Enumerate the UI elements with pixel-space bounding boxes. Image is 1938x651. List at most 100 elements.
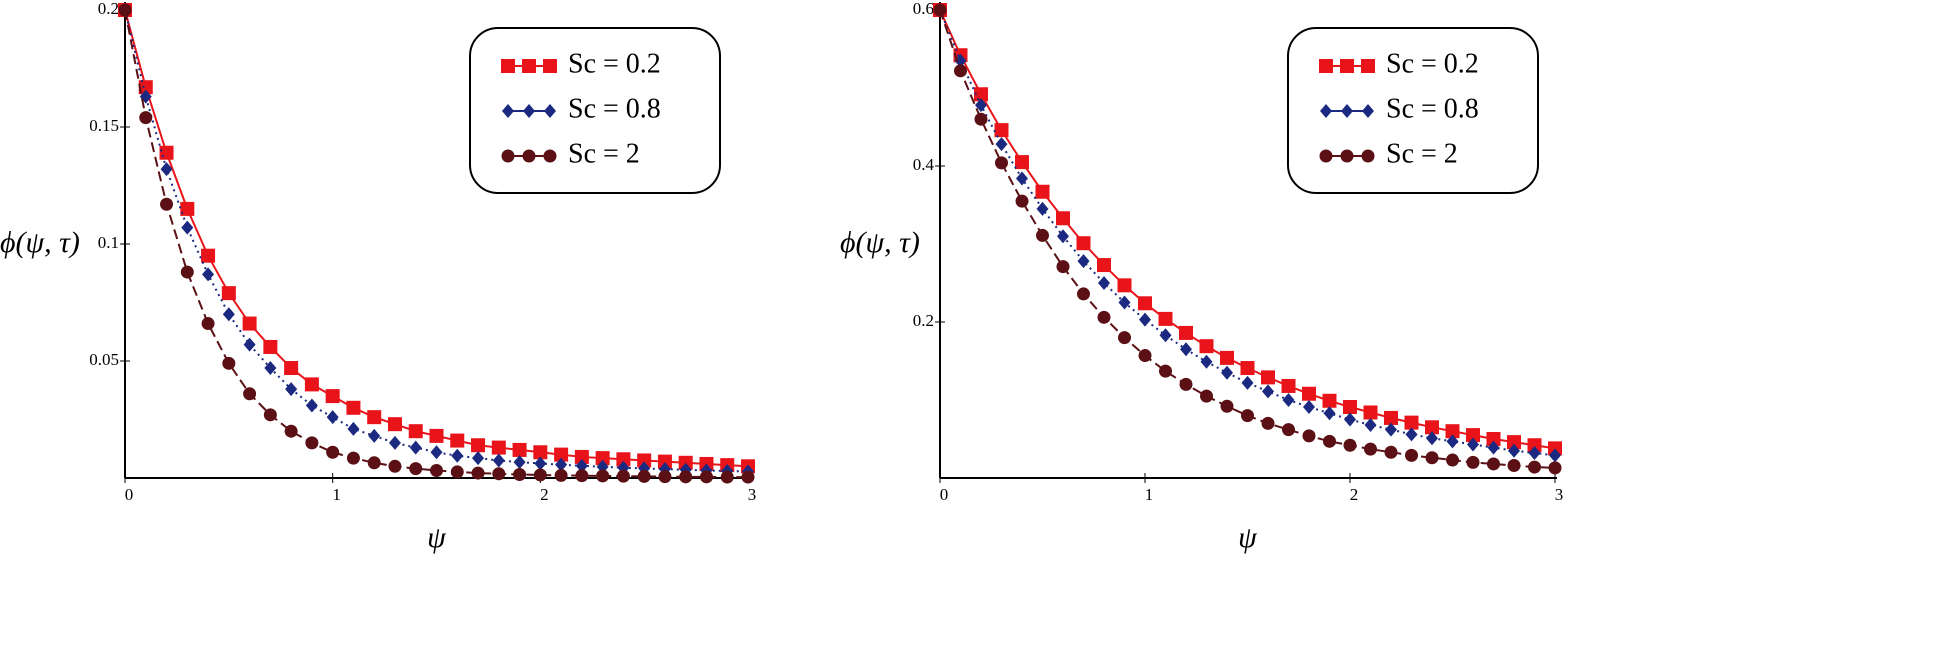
data-point <box>304 377 319 392</box>
data-point <box>472 451 485 466</box>
data-point <box>181 220 194 235</box>
data-point <box>1344 412 1356 427</box>
data-point <box>1548 441 1562 456</box>
legend-marker <box>544 104 556 118</box>
data-point <box>994 123 1009 138</box>
legend-label: Sc = 0.8 <box>568 93 661 124</box>
data-point <box>1466 428 1480 443</box>
data-point <box>264 361 277 376</box>
data-point <box>1282 423 1295 437</box>
y-tick-label: 0.1 <box>98 233 119 252</box>
legend-marker <box>1340 149 1354 163</box>
data-point <box>533 445 548 460</box>
data-point <box>1097 258 1111 273</box>
data-point <box>492 467 506 481</box>
legend-label: Sc = 0.2 <box>568 48 661 79</box>
data-point <box>1117 278 1132 293</box>
data-point <box>1076 236 1091 251</box>
data-point <box>533 468 547 482</box>
data-point <box>1302 386 1316 401</box>
data-point <box>388 435 401 450</box>
data-point <box>1384 445 1398 459</box>
y-axis-label: ϕ(ψ, τ) <box>840 226 920 259</box>
data-point <box>1158 311 1173 326</box>
data-point <box>1508 443 1520 458</box>
data-point <box>1200 389 1213 403</box>
legend-marker <box>1319 59 1333 73</box>
data-point <box>657 454 672 469</box>
data-point <box>160 197 174 211</box>
data-point <box>1487 440 1500 455</box>
data-point <box>1302 429 1316 443</box>
data-point <box>1057 229 1069 244</box>
data-point <box>616 469 630 483</box>
x-tick-label: 2 <box>1350 485 1359 504</box>
data-point <box>367 456 381 470</box>
data-point <box>1056 211 1070 226</box>
data-point <box>305 398 318 413</box>
data-point <box>1303 400 1315 415</box>
legend-marker <box>522 59 536 73</box>
data-point <box>1507 459 1521 473</box>
data-point <box>118 3 132 17</box>
data-point <box>1056 260 1070 274</box>
data-point <box>1323 434 1336 448</box>
data-point <box>1385 422 1397 437</box>
data-point <box>1282 393 1295 407</box>
data-point <box>1221 365 1233 380</box>
data-point <box>1159 364 1172 378</box>
data-point <box>699 470 713 484</box>
legend-marker <box>522 149 536 163</box>
data-point <box>954 53 967 68</box>
legend-marker <box>1319 149 1333 163</box>
data-point <box>1118 331 1131 345</box>
data-point <box>1179 377 1193 391</box>
data-point <box>1138 349 1152 363</box>
data-point <box>1364 417 1377 432</box>
data-point <box>430 445 443 460</box>
legend-marker <box>501 149 515 163</box>
x-tick-label: 0 <box>940 485 949 504</box>
data-point <box>575 469 589 483</box>
data-point <box>1281 378 1296 393</box>
data-point <box>139 111 153 125</box>
legend-marker <box>1320 104 1332 118</box>
data-point <box>1404 415 1419 430</box>
legend-marker <box>1361 59 1375 73</box>
data-point <box>534 456 547 471</box>
x-tick-label: 2 <box>540 485 549 504</box>
data-point <box>995 156 1008 170</box>
data-point <box>1036 201 1049 216</box>
data-point <box>1486 432 1501 446</box>
data-point <box>263 408 277 422</box>
data-point <box>1343 438 1357 452</box>
data-point <box>596 469 610 483</box>
data-point <box>1261 370 1275 385</box>
data-point <box>1466 455 1480 469</box>
data-point <box>637 453 652 468</box>
data-point <box>512 442 527 457</box>
data-point <box>1507 435 1521 450</box>
data-point <box>491 440 506 455</box>
data-point <box>408 424 423 439</box>
y-tick-label: 0.4 <box>913 155 935 174</box>
data-point <box>159 145 174 160</box>
data-point <box>1220 399 1234 413</box>
data-point <box>1015 194 1029 208</box>
data-point <box>1241 375 1254 390</box>
y-tick-label: 0.15 <box>89 116 119 135</box>
data-point <box>160 162 173 177</box>
data-point <box>263 339 278 354</box>
data-point <box>221 286 236 301</box>
data-point <box>1384 410 1398 425</box>
data-point <box>1180 342 1192 357</box>
data-point <box>1405 427 1418 442</box>
data-point <box>1261 416 1275 430</box>
data-point <box>1323 406 1336 421</box>
data-point <box>1426 431 1438 446</box>
legend-marker <box>543 59 557 73</box>
data-point <box>387 417 402 432</box>
data-point <box>595 451 610 466</box>
legend-label: Sc = 0.8 <box>1386 93 1479 124</box>
